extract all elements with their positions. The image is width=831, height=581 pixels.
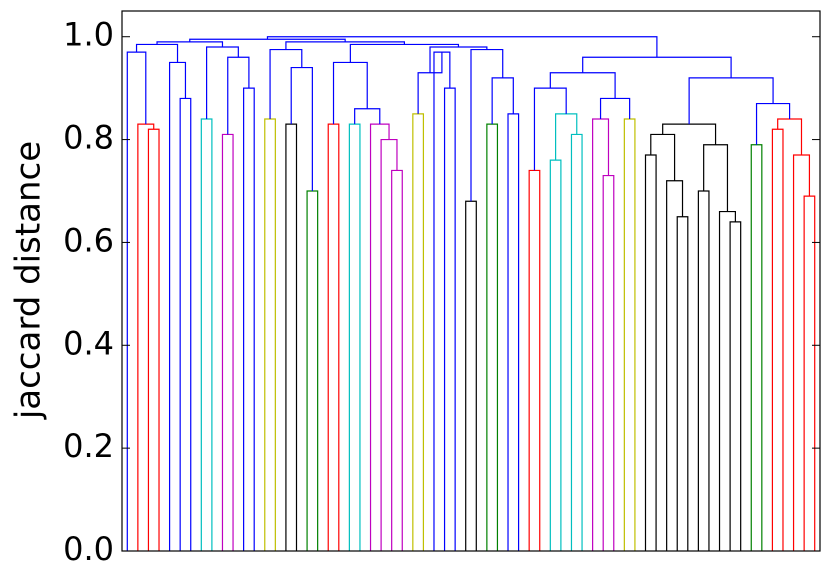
dendrogram-link: [443, 87, 456, 551]
dendrogram-link: [803, 195, 816, 551]
dendrogram-link: [555, 113, 578, 161]
dendrogram-link: [168, 61, 187, 551]
dendrogram-link: [135, 43, 179, 63]
y-tick-label: 0.4: [63, 324, 114, 362]
dendrogram-link: [137, 123, 155, 551]
dendrogram-link: [126, 51, 147, 551]
dendrogram-link: [703, 144, 729, 212]
dendrogram-link: [602, 174, 615, 551]
dendrogram-link: [582, 56, 732, 78]
dendrogram-link: [391, 169, 403, 551]
dendrogram-link: [306, 190, 319, 551]
dendrogram-link: [662, 123, 717, 145]
dendrogram-link: [697, 190, 710, 551]
dendrogram-link: [380, 138, 398, 551]
dendrogram-link: [227, 56, 250, 135]
dendrogram-link: [486, 123, 499, 551]
dendrogram-link: [792, 154, 811, 551]
dendrogram-link: [269, 48, 303, 119]
dendrogram-link: [592, 118, 610, 551]
dendrogram-link: [771, 128, 784, 551]
dendrogram-link: [369, 123, 390, 551]
dendrogram-link: [417, 52, 443, 114]
y-axis-label: jaccard distance: [9, 141, 49, 420]
dendrogram-link: [777, 118, 803, 155]
dendrogram-link: [285, 123, 298, 551]
y-tick-label: 0.2: [63, 427, 114, 465]
dendrogram-link: [179, 97, 192, 551]
dendrogram-link: [349, 43, 460, 63]
dendrogram-link: [750, 144, 763, 551]
y-tick-label: 0.0: [63, 530, 114, 568]
dendrogram-link: [332, 61, 368, 125]
dendrogram-link: [221, 133, 234, 551]
dendrogram-link: [412, 113, 425, 551]
dendrogram-link: [718, 210, 736, 551]
dendrogram-link: [623, 118, 636, 551]
y-tick-label: 1.0: [63, 16, 114, 54]
dendrogram-link: [549, 159, 562, 551]
dendrogram-link: [285, 41, 406, 50]
dendrogram-link: [533, 87, 567, 171]
dendrogram-link: [676, 216, 689, 551]
dendrogram-link: [433, 51, 451, 551]
dendrogram-link: [666, 180, 684, 551]
dendrogram-link: [755, 102, 791, 145]
dendrogram-link: [147, 128, 160, 551]
dendrogram-link: [354, 108, 381, 125]
dendrogram-link: [200, 118, 213, 551]
dendrogram-link: [491, 77, 514, 125]
dendrogram-link: [264, 118, 276, 551]
dendrogram-link: [507, 113, 520, 551]
dendrogram-link: [465, 200, 477, 551]
dendrogram-link: [549, 72, 616, 99]
dendrogram-link: [266, 36, 658, 58]
dendrogram-link: [599, 97, 631, 119]
y-tick-label: 0.8: [63, 119, 114, 157]
dendrogram-link: [650, 133, 676, 181]
y-tick-label: 0.6: [63, 221, 114, 259]
dendrogram-link: [570, 133, 583, 551]
dendrogram-link: [528, 169, 541, 551]
plot-frame: [121, 10, 821, 552]
dendrogram-link: [429, 46, 488, 73]
dendrogram-link: [688, 77, 774, 125]
dendrogram-link: [729, 221, 742, 551]
dendrogram-link: [327, 123, 340, 551]
dendrogram-link: [290, 66, 313, 191]
dendrogram-link: [644, 154, 657, 551]
dendrogram-link: [348, 123, 361, 551]
dendrogram-link: [243, 87, 255, 551]
